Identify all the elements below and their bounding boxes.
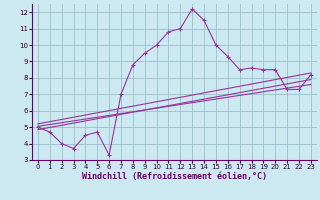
X-axis label: Windchill (Refroidissement éolien,°C): Windchill (Refroidissement éolien,°C)	[82, 172, 267, 181]
